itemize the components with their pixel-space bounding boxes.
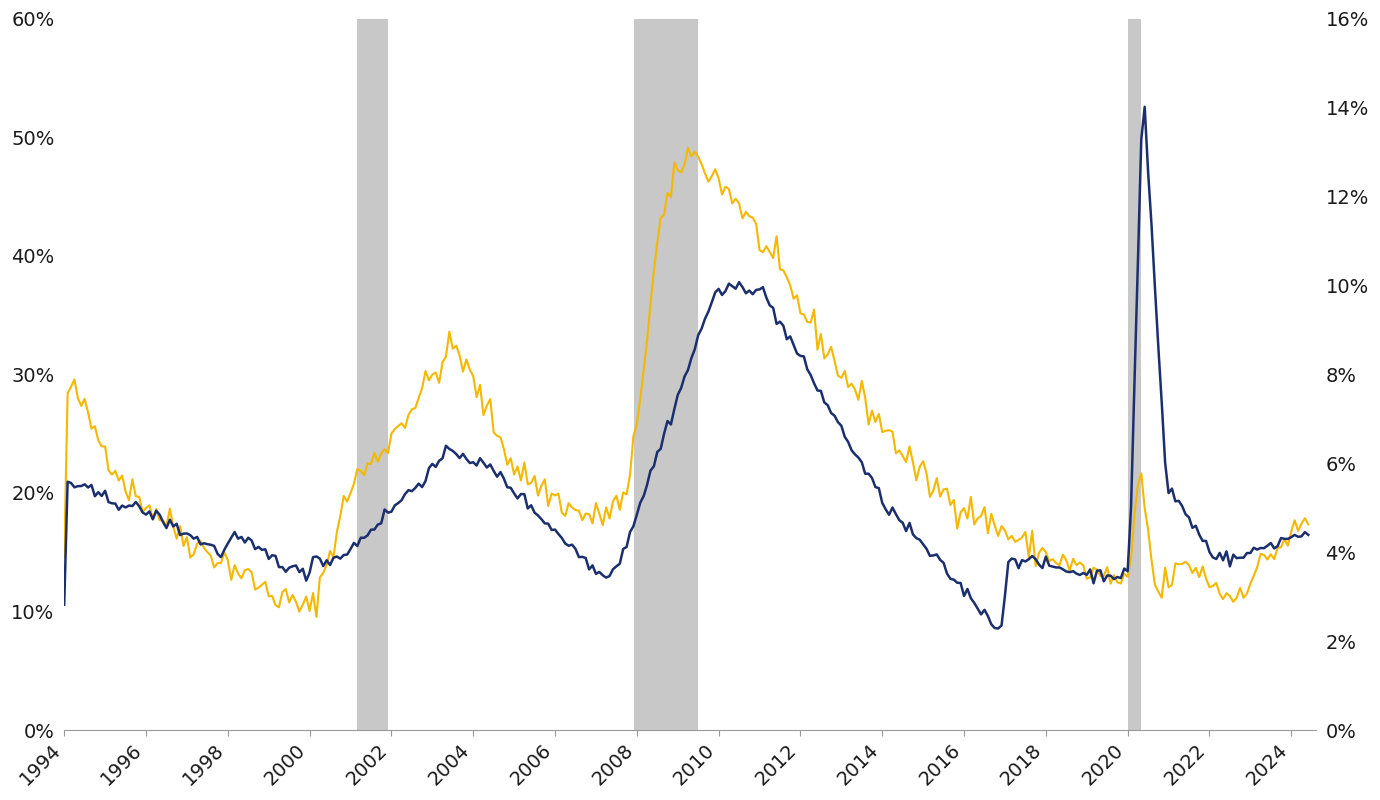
Bar [633, 18, 698, 730]
Bar [357, 18, 388, 730]
Bar [1127, 18, 1141, 730]
